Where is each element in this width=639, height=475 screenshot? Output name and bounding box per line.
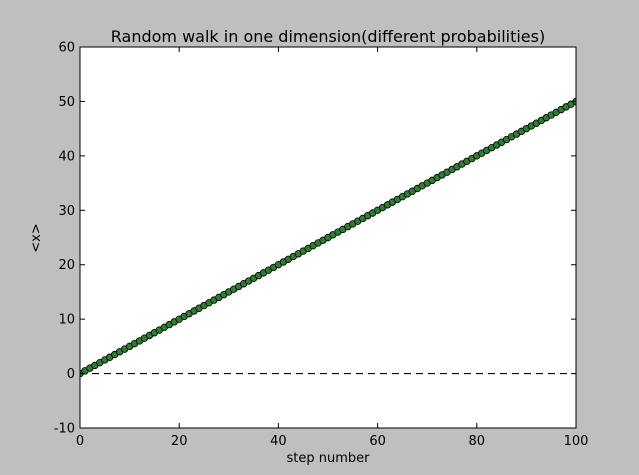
y-tick-labels: -10 0 10 20 30 40 50 60 <box>54 41 75 437</box>
plot-frame <box>79 46 577 429</box>
x-tick-labels: 0 20 40 60 80 100 <box>76 434 589 449</box>
series-markers <box>80 97 576 378</box>
y-tick-label: 40 <box>58 149 75 164</box>
x-axis-label: step number <box>287 451 371 466</box>
axis-ticks <box>79 46 577 429</box>
x-tick-label: 60 <box>369 434 386 449</box>
x-tick-label: 80 <box>469 434 486 449</box>
chart-title: Random walk in one dimension(different p… <box>111 27 545 46</box>
y-tick-label: 60 <box>58 41 75 56</box>
y-axis-label: <x> <box>29 223 44 252</box>
y-tick-label: 0 <box>67 367 75 382</box>
x-tick-label: 100 <box>564 434 589 449</box>
x-tick-label: 0 <box>76 434 84 449</box>
x-tick-label: 40 <box>270 434 287 449</box>
plot-content <box>80 97 576 378</box>
y-tick-label: 10 <box>58 313 75 328</box>
y-tick-label: 50 <box>58 95 75 110</box>
x-tick-label: 20 <box>171 434 188 449</box>
y-tick-label: -10 <box>54 422 75 437</box>
y-tick-label: 30 <box>58 204 75 219</box>
y-tick-label: 20 <box>58 258 75 273</box>
